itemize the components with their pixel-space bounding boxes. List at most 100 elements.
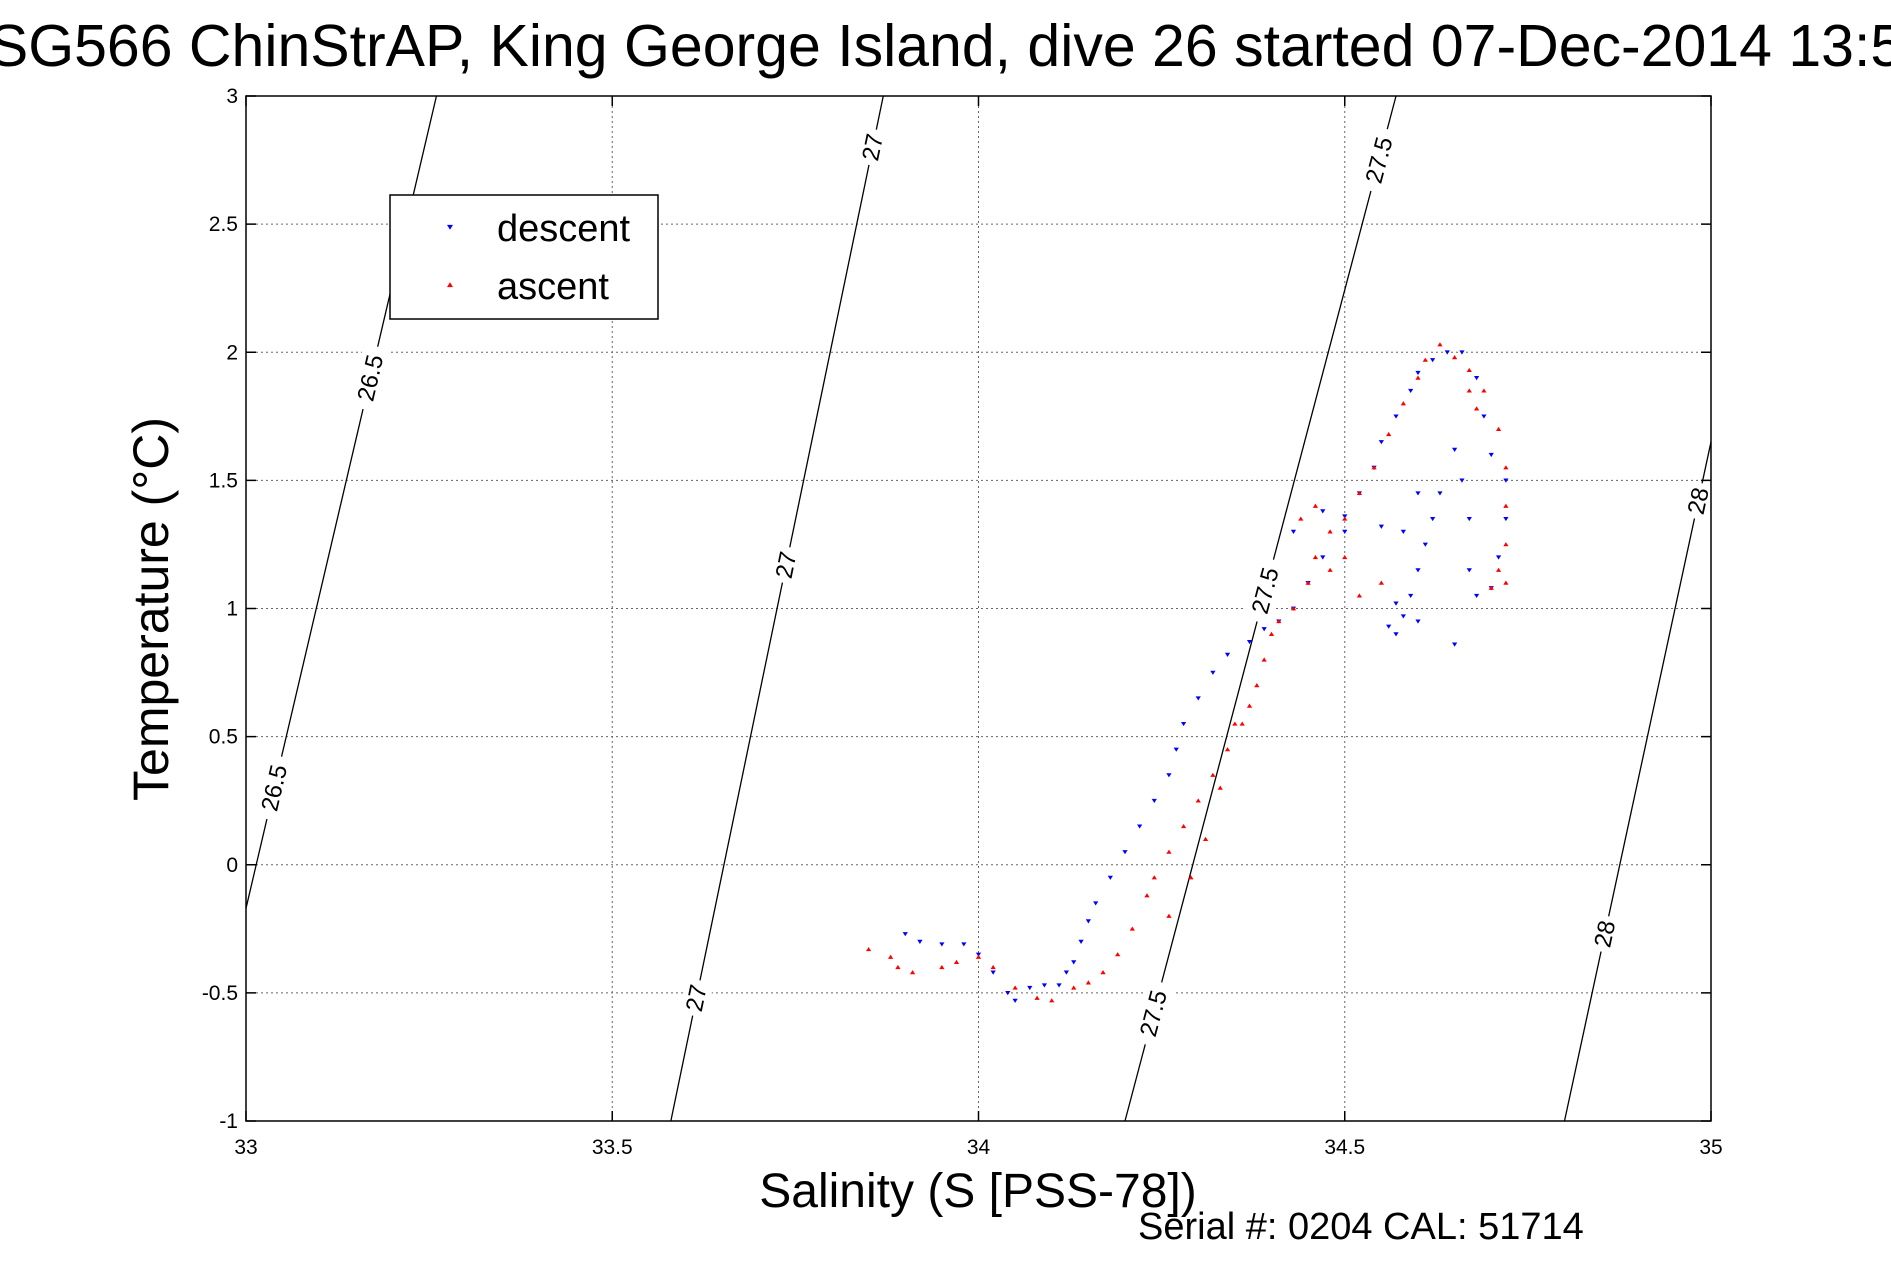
data-point-ascent	[953, 959, 960, 964]
contour-label: 27	[771, 549, 803, 581]
data-point-descent	[1437, 491, 1443, 496]
y-axis-label: Temperature (°C)	[123, 417, 179, 801]
contour-label-bg	[855, 126, 891, 168]
data-point-descent	[1393, 601, 1399, 606]
data-point-descent	[1210, 670, 1216, 675]
data-point-ascent	[1217, 785, 1223, 790]
data-point-ascent	[1422, 357, 1428, 362]
data-point-descent	[1005, 991, 1011, 996]
data-point-ascent	[1503, 465, 1509, 470]
data-point-descent	[1012, 998, 1018, 1003]
data-point-descent	[1078, 939, 1084, 944]
data-point-descent	[1261, 627, 1267, 632]
data-point-descent	[1474, 376, 1480, 381]
data-point-ascent	[1268, 631, 1275, 636]
data-point-descent	[939, 942, 945, 947]
y-tick-label: 2	[226, 341, 238, 364]
data-point-ascent	[939, 964, 945, 970]
data-point-ascent	[1224, 747, 1231, 752]
data-point-ascent	[1129, 926, 1135, 931]
y-tick-label: 0	[226, 854, 238, 877]
data-point-descent	[1224, 652, 1231, 657]
data-point-descent	[1415, 370, 1421, 376]
data-point-descent	[1320, 509, 1326, 514]
contour-label-bg	[1587, 913, 1623, 955]
data-point-ascent	[1503, 580, 1509, 585]
data-point-descent	[902, 932, 908, 937]
x-tick-label: 34	[967, 1136, 991, 1159]
data-point-ascent	[1503, 503, 1509, 508]
data-point-descent	[1093, 901, 1099, 906]
contour-label: 28	[1589, 918, 1621, 950]
data-point-descent	[1400, 529, 1406, 534]
data-point-descent	[1430, 516, 1436, 522]
x-tick-label: 34.5	[1324, 1136, 1365, 1159]
legend-label-descent: descent	[497, 208, 631, 250]
data-point-descent	[1474, 593, 1480, 599]
data-point-descent	[961, 942, 967, 947]
data-point-ascent	[1100, 970, 1106, 975]
data-point-ascent	[1342, 554, 1348, 560]
data-point-ascent	[1210, 772, 1216, 777]
data-point-descent	[1063, 970, 1069, 975]
data-point-ascent	[1254, 683, 1260, 688]
data-point-descent	[1495, 555, 1502, 560]
data-point-descent	[1041, 983, 1048, 988]
data-point-descent	[1430, 358, 1436, 363]
isopycnal-line	[670, 95, 884, 1122]
data-point-descent	[1195, 696, 1201, 701]
contour-label-bg	[253, 753, 296, 823]
data-point-ascent	[1071, 985, 1077, 990]
y-tick-label: 3	[226, 85, 238, 108]
data-point-ascent	[1466, 367, 1472, 373]
data-point-ascent	[1312, 554, 1319, 560]
data-point-ascent	[1378, 580, 1384, 585]
data-point-descent	[1466, 568, 1472, 573]
contour-label-bg	[1357, 125, 1401, 195]
data-point-ascent	[1415, 375, 1421, 380]
x-tick-label: 33	[234, 1136, 257, 1159]
data-point-descent	[1408, 593, 1414, 599]
data-point-descent	[1444, 350, 1450, 355]
data-point-descent	[1481, 414, 1487, 419]
data-point-descent	[1415, 491, 1421, 496]
data-point-descent	[1342, 529, 1348, 534]
data-point-descent	[1452, 642, 1458, 647]
y-tick-label: -1	[219, 1110, 238, 1133]
data-point-descent	[1459, 350, 1465, 355]
contour-label: 27	[857, 132, 889, 164]
data-point-ascent	[1495, 426, 1502, 431]
data-point-ascent	[1305, 580, 1311, 585]
data-point-descent	[917, 939, 923, 944]
data-point-ascent	[1246, 703, 1253, 708]
data-point-ascent	[1195, 798, 1201, 803]
contour-label: 27.5	[1361, 134, 1399, 186]
data-point-descent	[1246, 639, 1253, 645]
legend-label-ascent: ascent	[497, 266, 609, 308]
data-point-descent	[1071, 960, 1077, 965]
data-points	[866, 342, 1509, 1003]
y-tick-label: 1	[226, 598, 238, 621]
data-point-ascent	[1371, 465, 1377, 470]
data-point-ascent	[1166, 913, 1172, 918]
data-point-descent	[1459, 478, 1465, 483]
legend-marker-ascent	[447, 282, 453, 288]
data-point-ascent	[1232, 721, 1238, 726]
serial-cal-label: Serial #: 0204 CAL: 51714	[1138, 1206, 1584, 1248]
data-point-ascent	[1034, 995, 1040, 1000]
x-tick-label: 33.5	[592, 1136, 633, 1159]
data-point-descent	[1173, 747, 1179, 752]
data-point-ascent	[1166, 849, 1172, 854]
contour-label-bg	[768, 544, 804, 586]
y-tick-label: 2.5	[209, 213, 238, 236]
isopycnal-line	[1563, 441, 1712, 1122]
data-point-ascent	[1386, 431, 1392, 437]
data-point-ascent	[1437, 342, 1443, 347]
data-point-descent	[1503, 478, 1509, 483]
data-point-descent	[1320, 555, 1326, 560]
data-point-ascent	[895, 964, 901, 970]
data-point-ascent	[1356, 490, 1362, 496]
data-point-descent	[1107, 875, 1113, 880]
y-tick-label: 1.5	[209, 469, 238, 492]
data-point-ascent	[1488, 585, 1494, 590]
